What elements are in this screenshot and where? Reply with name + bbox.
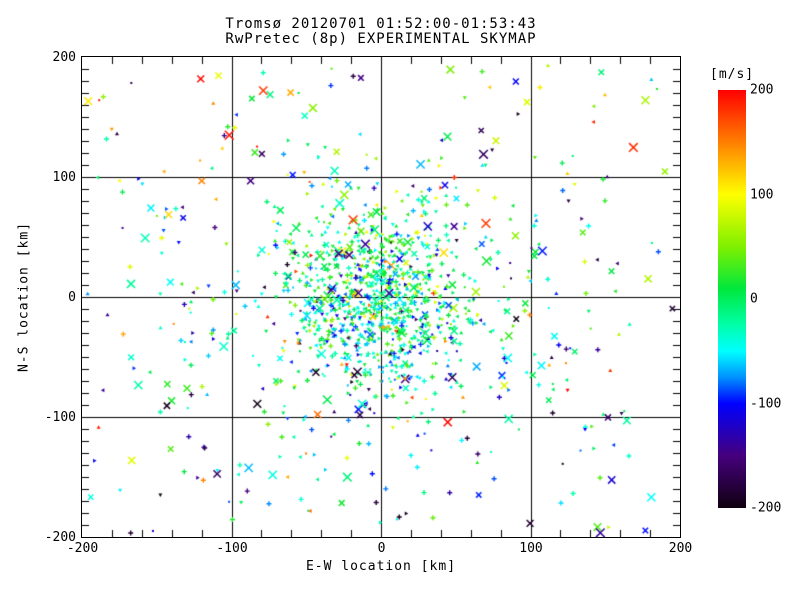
x-tick-label: 200 (668, 541, 693, 556)
y-tick-label: 0 (68, 289, 76, 305)
colorbar-tick-label: 200 (750, 82, 774, 98)
colorbar-units-label: [m/s] (710, 67, 755, 82)
x-tick-label: 0 (377, 541, 386, 556)
colorbar-gradient (718, 90, 746, 508)
plot-area (81, 56, 681, 538)
y-tick-label: -100 (44, 409, 76, 425)
colorbar-tick-label: 100 (750, 187, 774, 202)
plot-title-line1: Tromsø 20120701 01:52:00-01:53:43 (225, 16, 537, 32)
colorbar-tick-label: -100 (750, 396, 782, 411)
y-tick-label: 100 (52, 169, 76, 185)
plot-title-line2: RwPretec (8p) EXPERIMENTAL SKYMAP (225, 31, 537, 47)
x-tick-label: -200 (66, 541, 99, 556)
y-tick-label: -200 (44, 529, 76, 545)
x-axis-label: E-W location [km] (305, 559, 457, 574)
y-tick-label: 200 (52, 49, 76, 65)
x-tick-label: 100 (519, 541, 543, 556)
x-tick-label: -100 (216, 541, 248, 556)
colorbar-tick-label: 0 (750, 291, 758, 307)
skymap-scatter-canvas (82, 57, 680, 537)
colorbar-tick-label: -200 (750, 500, 782, 516)
